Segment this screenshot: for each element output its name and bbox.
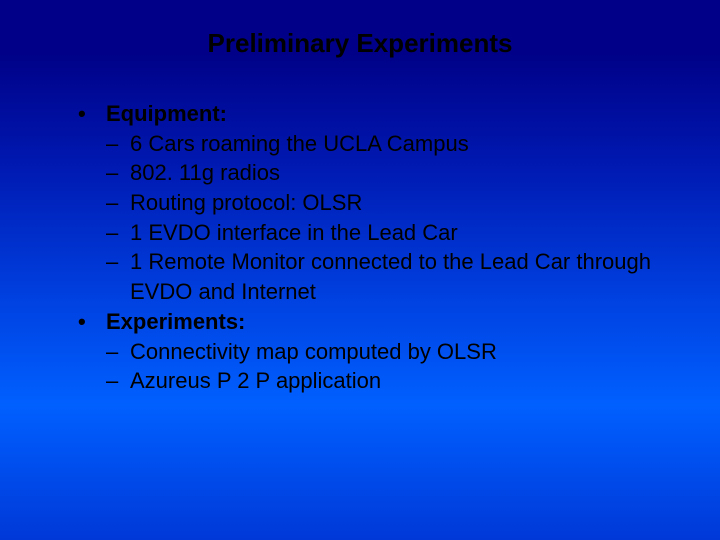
bullet-icon: • xyxy=(78,99,106,129)
list-item: – 1 EVDO interface in the Lead Car xyxy=(78,218,680,248)
dash-icon: – xyxy=(106,188,130,218)
list-item-text: Connectivity map computed by OLSR xyxy=(130,337,680,367)
dash-icon: – xyxy=(106,366,130,396)
bullet-icon: • xyxy=(78,307,106,337)
list-item-text: 1 EVDO interface in the Lead Car xyxy=(130,218,680,248)
list-item-text: Routing protocol: OLSR xyxy=(130,188,680,218)
list-item: – 802. 11g radios xyxy=(78,158,680,188)
list-item-text: 1 Remote Monitor connected to the Lead C… xyxy=(130,247,680,306)
bullet-label: Equipment: xyxy=(106,99,227,129)
bullet-label: Experiments: xyxy=(106,307,245,337)
list-item: – Routing protocol: OLSR xyxy=(78,188,680,218)
slide: Preliminary Experiments • Equipment: – 6… xyxy=(0,0,720,540)
dash-icon: – xyxy=(106,247,130,306)
bullet-experiments: • Experiments: xyxy=(78,307,680,337)
list-item: – 6 Cars roaming the UCLA Campus xyxy=(78,129,680,159)
list-item-text: 802. 11g radios xyxy=(130,158,680,188)
list-item: – 1 Remote Monitor connected to the Lead… xyxy=(78,247,680,306)
dash-icon: – xyxy=(106,337,130,367)
dash-icon: – xyxy=(106,218,130,248)
dash-icon: – xyxy=(106,158,130,188)
list-item: – Azureus P 2 P application xyxy=(78,366,680,396)
list-item-text: Azureus P 2 P application xyxy=(130,366,680,396)
list-item: – Connectivity map computed by OLSR xyxy=(78,337,680,367)
bullet-equipment: • Equipment: xyxy=(78,99,680,129)
slide-content: • Equipment: – 6 Cars roaming the UCLA C… xyxy=(0,99,720,396)
dash-icon: – xyxy=(106,129,130,159)
slide-title: Preliminary Experiments xyxy=(0,0,720,99)
list-item-text: 6 Cars roaming the UCLA Campus xyxy=(130,129,680,159)
